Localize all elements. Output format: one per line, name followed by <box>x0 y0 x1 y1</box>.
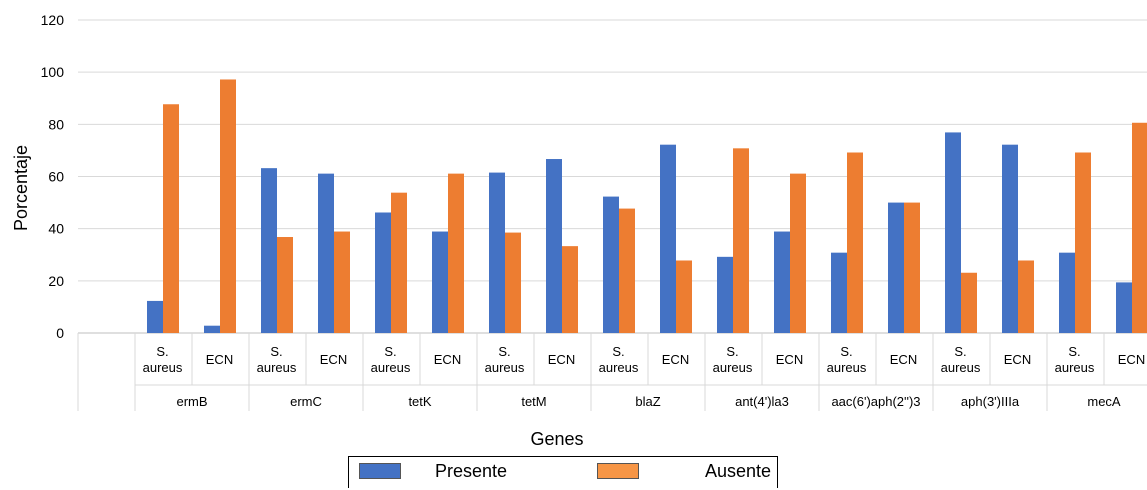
y-axis-label: Porcentaje <box>11 145 31 231</box>
x-tick-label: ECN <box>890 352 917 367</box>
y-tick-label: 100 <box>41 64 65 80</box>
x-group-label: ant(4')la3 <box>735 394 789 409</box>
x-group-label: aac(6')aph(2'')3 <box>831 394 920 409</box>
x-tick-label: ECN <box>206 352 233 367</box>
x-group-label: ermB <box>176 394 207 409</box>
y-tick-label: 20 <box>48 273 64 289</box>
bar-presente <box>774 231 790 333</box>
bar-presente <box>489 172 505 333</box>
bar-presente <box>945 132 961 333</box>
legend-swatch-ausente <box>597 463 639 479</box>
legend-item-presente: Presente <box>359 460 507 482</box>
bar-ausente <box>334 231 350 333</box>
bar-presente <box>318 173 334 333</box>
x-tick-label: ECN <box>776 352 803 367</box>
x-tick-label: ECN <box>662 352 689 367</box>
bar-ausente <box>562 246 578 333</box>
y-tick-label: 40 <box>48 221 64 237</box>
x-group-label: tetM <box>521 394 546 409</box>
bar-presente <box>261 168 277 333</box>
x-tick-label: ECN <box>1004 352 1031 367</box>
x-tick-label: ECN <box>434 352 461 367</box>
x-group-label: aph(3')IIIa <box>961 394 1020 409</box>
x-tick-label: S. aureus <box>143 344 183 375</box>
bar-ausente <box>448 173 464 333</box>
bar-ausente <box>733 148 749 333</box>
bars <box>147 79 1147 333</box>
x-group-label: mecA <box>1087 394 1121 409</box>
bar-ausente <box>163 104 179 333</box>
x-tick-label: S. aureus <box>941 344 981 375</box>
bar-presente <box>204 325 220 333</box>
bar-presente <box>717 256 733 333</box>
bar-ausente <box>790 173 806 333</box>
bar-presente <box>1059 252 1075 333</box>
bar-presente <box>1116 282 1132 333</box>
legend-label-presente: Presente <box>435 460 508 481</box>
x-tick-label: S. aureus <box>371 344 411 375</box>
x-tick-label: ECN <box>548 352 575 367</box>
bar-ausente <box>676 260 692 333</box>
x-tick-label: S. aureus <box>827 344 867 375</box>
bar-ausente <box>277 237 293 333</box>
y-tick-label: 60 <box>48 169 64 185</box>
bar-presente <box>888 202 904 333</box>
y-tick-label: 120 <box>41 12 65 28</box>
bar-ausente <box>904 202 920 333</box>
x-tick-label: S. aureus <box>257 344 297 375</box>
bar-ausente <box>961 272 977 333</box>
x-tick-label: S. aureus <box>485 344 525 375</box>
x-axis-label: Genes <box>530 429 583 449</box>
y-tick-label: 0 <box>56 325 64 341</box>
legend: Presente Ausente <box>348 456 778 488</box>
x-tick-label: ECN <box>320 352 347 367</box>
bar-ausente <box>505 232 521 333</box>
bar-presente <box>375 212 391 333</box>
bar-ausente <box>391 192 407 333</box>
y-tick-label: 80 <box>48 116 64 132</box>
x-tick-label: ECN <box>1118 352 1145 367</box>
bar-ausente <box>1132 122 1147 333</box>
x-group-label: ermC <box>290 394 322 409</box>
legend-swatch-presente <box>359 463 401 479</box>
bar-ausente <box>220 79 236 333</box>
legend-label-ausente: Ausente <box>705 460 772 481</box>
bar-presente <box>831 252 847 333</box>
bar-presente <box>546 159 562 333</box>
x-tick-label: S. aureus <box>1055 344 1095 375</box>
bar-ausente <box>1075 152 1091 333</box>
x-tick-label: S. aureus <box>599 344 639 375</box>
bar-presente <box>660 144 676 333</box>
bar-presente <box>147 300 163 333</box>
y-axis-ticks: 0 20 40 60 80 100 120 <box>41 12 65 341</box>
x-group-label: tetK <box>408 394 431 409</box>
x-axis: S. aureus ECN ermB S. aureus ECN ermC S. aureus EC… <box>77 333 1147 411</box>
x-tick-label: S. aureus <box>713 344 753 375</box>
bar-ausente <box>619 208 635 333</box>
bar-presente <box>1002 144 1018 333</box>
bar-ausente <box>1018 260 1034 333</box>
bar-presente <box>432 231 448 333</box>
x-group-label: blaZ <box>635 394 660 409</box>
bar-ausente <box>847 152 863 333</box>
legend-item-ausente: Ausente <box>597 460 771 482</box>
bar-presente <box>603 196 619 333</box>
